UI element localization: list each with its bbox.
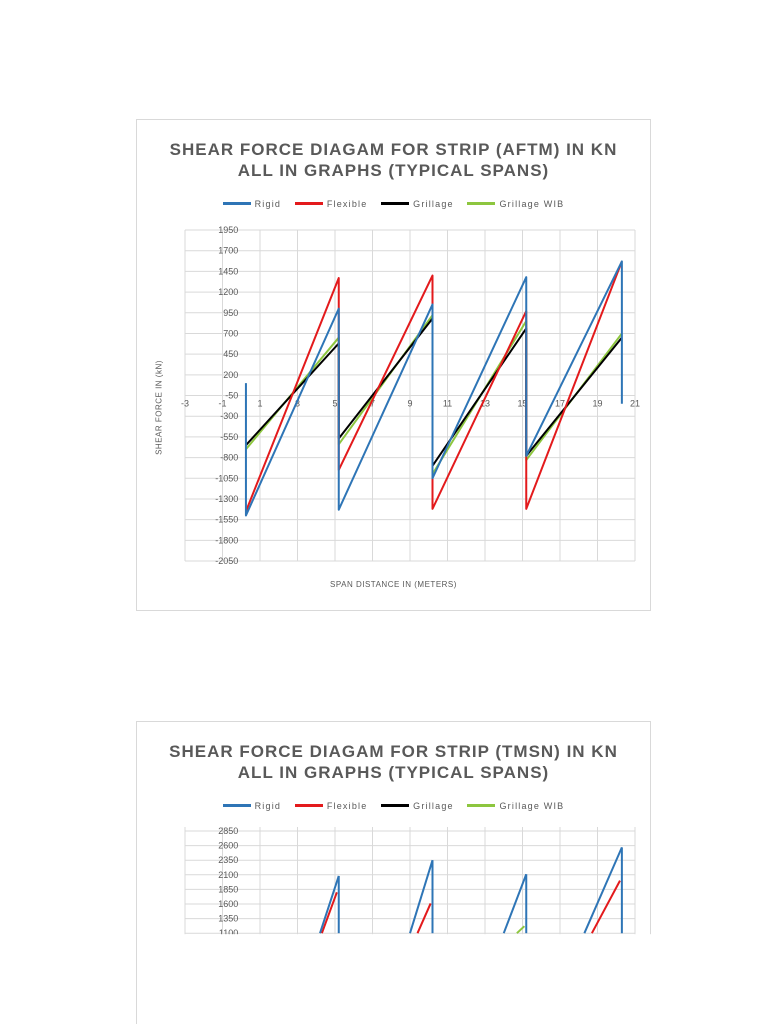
legend: Rigid Flexible Grillage Grillage WIB (137, 799, 650, 811)
svg-text:1450: 1450 (218, 266, 238, 276)
svg-text:1600: 1600 (218, 899, 238, 909)
svg-text:2850: 2850 (218, 826, 238, 836)
legend-item-grillage: Grillage (381, 801, 454, 811)
legend-item-flexible: Flexible (294, 199, 368, 209)
svg-text:-50: -50 (225, 391, 238, 401)
svg-text:1700: 1700 (218, 246, 238, 256)
svg-text:1850: 1850 (218, 884, 238, 894)
x-axis-title: SPAN DISTANCE IN (METERS) (330, 580, 457, 589)
legend-item-grillage-wib: Grillage WIB (467, 801, 564, 811)
svg-text:-800: -800 (220, 453, 238, 463)
svg-text:450: 450 (223, 349, 238, 359)
legend-swatch-rigid (222, 202, 251, 205)
svg-text:200: 200 (223, 370, 238, 380)
svg-text:-300: -300 (220, 411, 238, 421)
svg-text:-550: -550 (220, 432, 238, 442)
legend: Rigid Flexible Grillage Grillage WIB (137, 197, 650, 209)
legend-item-grillage-wib: Grillage WIB (467, 199, 564, 209)
plot-area: 1950 1700 1450 1200 950 700 450 200 -50 -300 -550 -… (181, 225, 640, 566)
legend-swatch-grillage (381, 202, 410, 205)
svg-text:-1800: -1800 (215, 535, 238, 545)
svg-text:19: 19 (592, 399, 602, 409)
legend-swatch-grillage-wib (467, 804, 496, 807)
svg-text:7: 7 (370, 399, 375, 409)
svg-text:5: 5 (332, 399, 337, 409)
legend-swatch-flexible (294, 202, 323, 205)
svg-text:13: 13 (480, 399, 490, 409)
svg-text:9: 9 (407, 399, 412, 409)
svg-text:-2050: -2050 (215, 556, 238, 566)
y-axis-title: SHEAR FORCE IN (kN) (154, 360, 164, 455)
legend-swatch-grillage (381, 804, 410, 807)
chart-tmsn: SHEAR FORCE DIAGAM FOR STRIP (TMSN) IN K… (136, 721, 652, 1025)
svg-text:17: 17 (555, 399, 565, 409)
svg-text:-1300: -1300 (215, 494, 238, 504)
chart-title: SHEAR FORCE DIAGAM FOR STRIP (TMSN) IN K… (169, 742, 618, 782)
svg-text:700: 700 (223, 328, 238, 338)
legend-item-grillage: Grillage (381, 199, 454, 209)
svg-text:15: 15 (517, 399, 527, 409)
svg-text:2350: 2350 (218, 855, 238, 865)
svg-text:-1: -1 (218, 399, 226, 409)
legend-swatch-grillage-wib (467, 202, 496, 205)
svg-text:3: 3 (295, 399, 300, 409)
svg-text:-3: -3 (181, 399, 189, 409)
plot-area: 2850 2600 2350 2100 1850 1600 1350 1100 (137, 826, 652, 1025)
svg-text:1200: 1200 (218, 287, 238, 297)
legend-swatch-flexible (294, 804, 323, 807)
svg-text:950: 950 (223, 308, 238, 318)
svg-text:21: 21 (630, 399, 640, 409)
svg-text:1: 1 (257, 399, 262, 409)
svg-text:1950: 1950 (218, 225, 238, 235)
svg-text:2600: 2600 (218, 841, 238, 851)
svg-text:1350: 1350 (218, 914, 238, 924)
legend-item-rigid: Rigid (222, 801, 282, 811)
legend-swatch-rigid (222, 804, 251, 807)
legend-item-flexible: Flexible (294, 801, 368, 811)
chart-aftm: SHEAR FORCE DIAGAM FOR STRIP (AFTM) IN K… (136, 119, 651, 611)
chart-title: SHEAR FORCE DIAGAM FOR STRIP (AFTM) IN K… (169, 140, 618, 180)
svg-text:11: 11 (443, 399, 452, 409)
svg-text:-1550: -1550 (215, 515, 238, 525)
svg-text:2100: 2100 (218, 870, 238, 880)
svg-text:1100: 1100 (219, 928, 238, 938)
legend-item-rigid: Rigid (222, 199, 282, 209)
svg-text:-1050: -1050 (215, 473, 238, 483)
